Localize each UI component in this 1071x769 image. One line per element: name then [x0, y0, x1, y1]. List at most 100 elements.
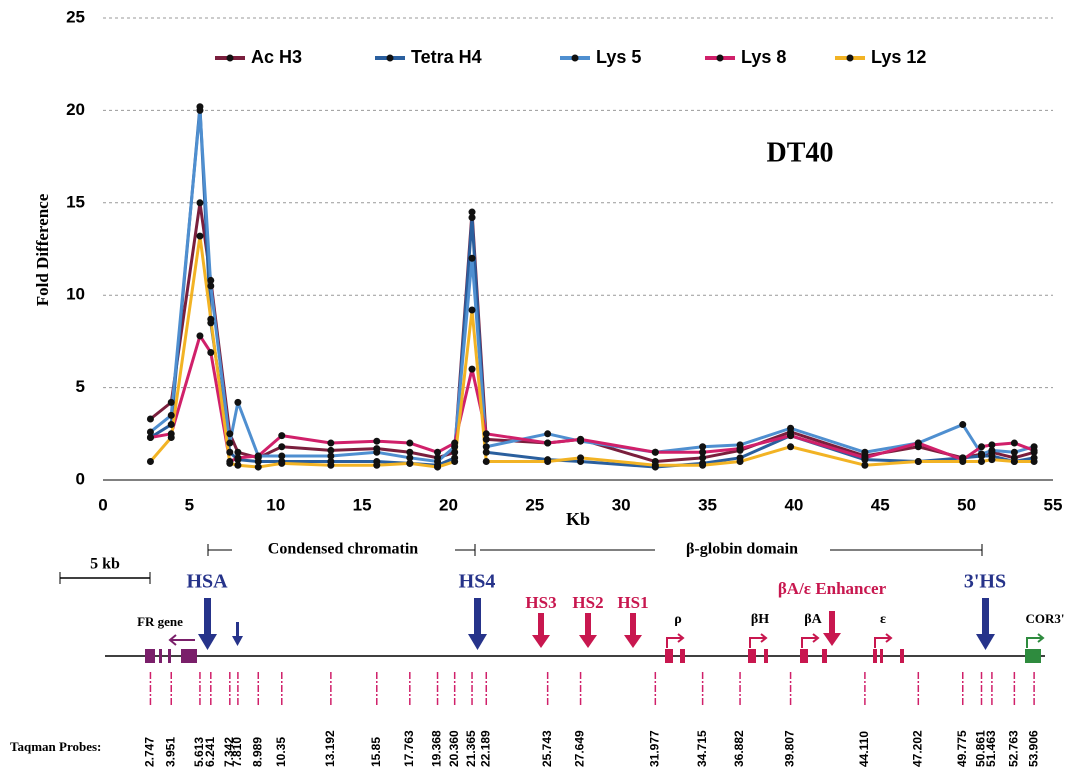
red-arrows — [532, 611, 841, 648]
gene-arrow — [1026, 633, 1045, 648]
data-point — [327, 461, 335, 469]
site-label: HS3 — [525, 593, 556, 612]
x-tick-label: 0 — [98, 495, 107, 514]
y-tick-label: 5 — [76, 377, 85, 396]
site-label: HS4 — [459, 571, 496, 593]
probe-label: 8.989 — [250, 737, 264, 767]
data-point — [278, 459, 286, 467]
data-point — [373, 448, 381, 456]
data-point — [226, 439, 234, 447]
probe-label: 17.763 — [402, 730, 416, 767]
data-point — [167, 433, 175, 441]
series-line — [149, 234, 1035, 469]
exon — [145, 649, 155, 663]
site-label: 3'HS — [964, 571, 1006, 593]
x-axis-label: Kb — [566, 509, 590, 529]
probe-label: 47.202 — [910, 730, 924, 767]
site-label: βA/ε Enhancer — [778, 579, 887, 598]
y-tick-label: 0 — [76, 469, 85, 488]
data-point — [254, 452, 262, 460]
data-point — [226, 430, 234, 438]
probe-label: 10.35 — [274, 737, 288, 767]
data-point — [167, 421, 175, 429]
gene-label: COR3' — [1026, 611, 1065, 626]
gene-label: ε — [880, 612, 886, 627]
data-point — [373, 461, 381, 469]
data-point — [406, 454, 414, 462]
data-point — [406, 459, 414, 467]
legend-label: Lys 5 — [596, 47, 641, 67]
data-point — [978, 450, 986, 458]
data-point — [988, 456, 996, 464]
hs-arrow — [532, 613, 550, 648]
data-point — [406, 439, 414, 447]
domain-label: Condensed chromatin — [268, 541, 418, 558]
x-tick-label: 20 — [439, 495, 458, 514]
data-point — [787, 443, 795, 451]
probe-label: 25.743 — [540, 730, 554, 767]
probes-title: Taqman Probes: — [10, 739, 101, 754]
data-point — [468, 306, 476, 314]
domain-label: β-globin domain — [686, 541, 798, 558]
hs-arrow — [624, 613, 642, 648]
series-line — [150, 334, 1035, 464]
data-point — [254, 463, 262, 471]
x-tick-label: 45 — [871, 495, 890, 514]
data-point — [914, 439, 922, 447]
gene-arrow — [801, 633, 820, 648]
probe-label: 15.85 — [369, 737, 383, 767]
data-point — [577, 454, 585, 462]
probe-label: 50.861 — [974, 730, 988, 767]
legend-dot — [716, 54, 724, 62]
gene-arrow — [749, 633, 768, 648]
x-tick-label: 30 — [612, 495, 631, 514]
data-point — [451, 458, 459, 466]
data-point — [914, 458, 922, 466]
data-point — [434, 448, 442, 456]
exon — [764, 649, 768, 663]
data-point — [1010, 458, 1018, 466]
y-tick-label: 10 — [66, 285, 85, 304]
probe-label: 49.775 — [955, 730, 969, 767]
data-point — [146, 415, 154, 423]
data-point — [699, 448, 707, 456]
gene-label: βH — [751, 612, 769, 627]
data-point — [234, 448, 242, 456]
gene-label: ρ — [674, 612, 682, 627]
data-point — [787, 424, 795, 432]
data-point — [699, 443, 707, 451]
data-point — [577, 435, 585, 443]
probe-label: 31.977 — [648, 730, 662, 767]
data-point — [434, 458, 442, 466]
legend-dot — [226, 54, 234, 62]
exon — [873, 649, 877, 663]
site-label: HS1 — [617, 593, 648, 612]
data-point — [196, 332, 204, 340]
probe-label: 7.810 — [230, 737, 244, 767]
data-point — [207, 276, 215, 284]
data-point — [327, 446, 335, 454]
legend-label: Ac H3 — [251, 47, 302, 67]
x-tick-label: 5 — [185, 495, 194, 514]
blue-arrows — [198, 598, 995, 650]
x-tick-label: 40 — [784, 495, 803, 514]
probe-label: 7.342 — [222, 737, 236, 767]
exon — [822, 649, 827, 663]
hs-arrow — [823, 611, 841, 646]
probe-label: 39.807 — [783, 730, 797, 767]
gene-arrow — [666, 633, 685, 648]
data-point — [736, 458, 744, 466]
data-point — [959, 458, 967, 466]
gene-label: FR gene — [137, 614, 183, 629]
probe-label: 3.951 — [163, 737, 177, 767]
data-point — [207, 315, 215, 323]
probe-label: 53.906 — [1026, 730, 1040, 767]
data-point — [146, 433, 154, 441]
hs-arrow — [579, 613, 597, 648]
data-point — [207, 348, 215, 356]
data-point — [544, 439, 552, 447]
data-point — [468, 214, 476, 222]
exon — [900, 649, 904, 663]
hs-arrow — [976, 598, 995, 650]
